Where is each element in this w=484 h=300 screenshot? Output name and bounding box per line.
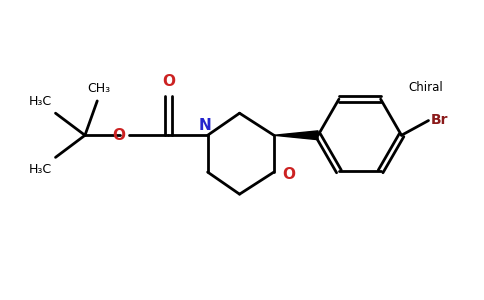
Text: O: O (113, 128, 126, 143)
Text: O: O (283, 167, 296, 182)
Text: H₃C: H₃C (29, 163, 52, 176)
Text: H₃C: H₃C (29, 95, 52, 108)
Text: CH₃: CH₃ (87, 82, 110, 95)
Polygon shape (274, 131, 318, 140)
Text: Br: Br (431, 112, 449, 127)
Text: O: O (162, 74, 175, 89)
Text: N: N (199, 118, 212, 133)
Text: Chiral: Chiral (408, 81, 443, 94)
